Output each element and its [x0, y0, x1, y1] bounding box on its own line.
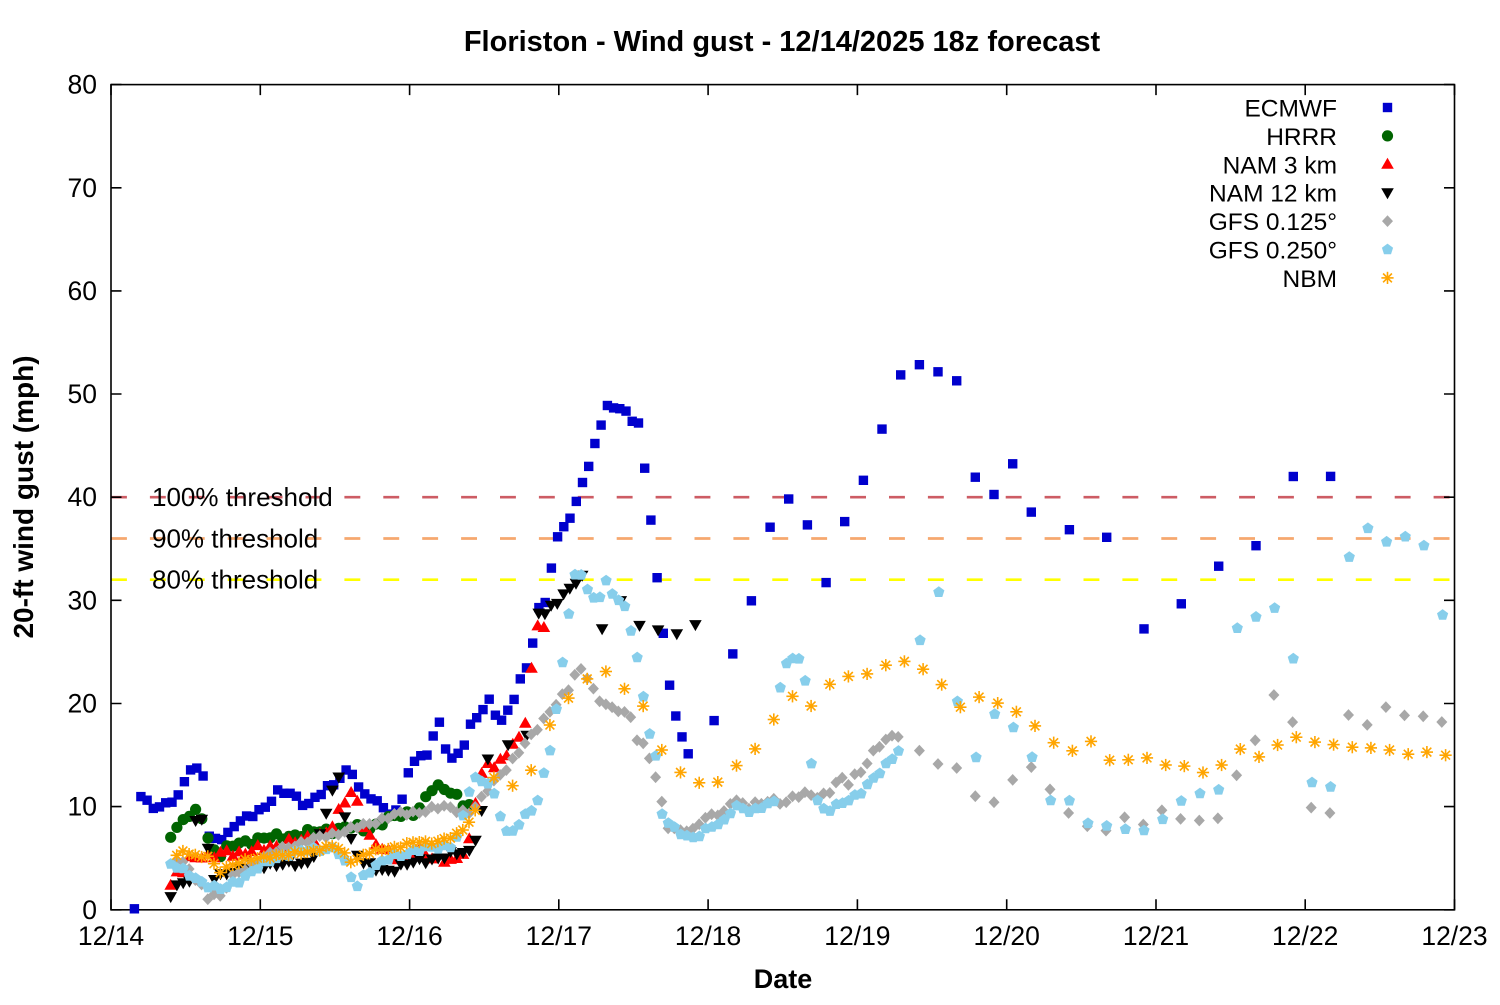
- svg-text:80: 80: [68, 70, 97, 100]
- svg-text:Floriston - Wind gust - 12/14/: Floriston - Wind gust - 12/14/2025 18z f…: [464, 26, 1101, 58]
- svg-text:12/16: 12/16: [376, 921, 442, 951]
- svg-text:50: 50: [68, 379, 97, 409]
- svg-text:30: 30: [68, 585, 97, 615]
- svg-text:0: 0: [82, 895, 97, 925]
- svg-text:Date: Date: [754, 964, 813, 994]
- svg-text:90% threshold: 90% threshold: [152, 524, 318, 554]
- svg-text:NAM 12 km: NAM 12 km: [1209, 181, 1337, 208]
- svg-text:60: 60: [68, 276, 97, 306]
- svg-text:NBM: NBM: [1283, 266, 1337, 293]
- svg-text:12/14: 12/14: [78, 921, 144, 951]
- svg-text:40: 40: [68, 482, 97, 512]
- svg-text:12/21: 12/21: [1123, 921, 1189, 951]
- svg-text:100% threshold: 100% threshold: [152, 482, 333, 512]
- svg-text:GFS 0.125°: GFS 0.125°: [1209, 209, 1337, 236]
- svg-text:12/22: 12/22: [1272, 921, 1338, 951]
- svg-text:80% threshold: 80% threshold: [152, 565, 318, 595]
- svg-text:NAM 3 km: NAM 3 km: [1223, 152, 1337, 179]
- svg-text:12/18: 12/18: [675, 921, 741, 951]
- svg-text:10: 10: [68, 792, 97, 822]
- svg-text:ECMWF: ECMWF: [1244, 96, 1337, 123]
- svg-text:12/23: 12/23: [1421, 921, 1487, 951]
- svg-text:70: 70: [68, 173, 97, 203]
- svg-text:12/17: 12/17: [526, 921, 592, 951]
- svg-text:20-ft wind gust (mph): 20-ft wind gust (mph): [8, 355, 39, 638]
- svg-text:12/15: 12/15: [227, 921, 293, 951]
- svg-text:12/19: 12/19: [824, 921, 890, 951]
- svg-text:GFS 0.250°: GFS 0.250°: [1209, 238, 1337, 265]
- svg-text:HRRR: HRRR: [1266, 124, 1337, 151]
- svg-text:12/20: 12/20: [974, 921, 1040, 951]
- svg-text:20: 20: [68, 689, 97, 719]
